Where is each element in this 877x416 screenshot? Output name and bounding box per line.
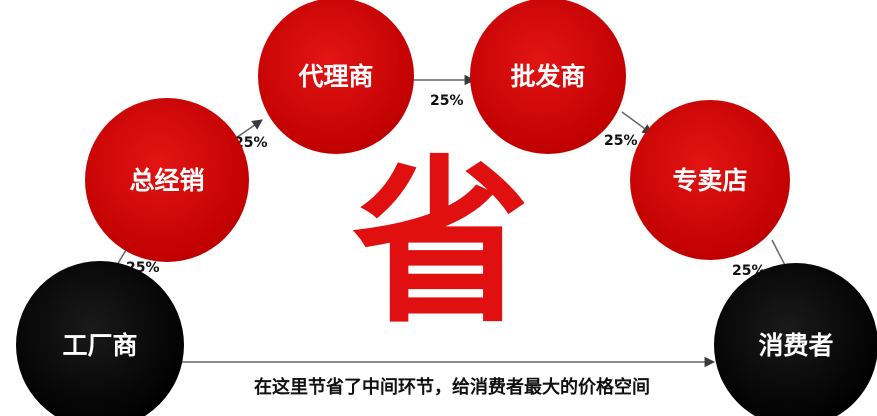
center-save-character: 省 [352, 140, 530, 347]
edge-label-3: 25% [430, 93, 464, 109]
edge-label-4: 25% [604, 133, 638, 149]
edge-label-2: 25% [234, 135, 268, 151]
node-label-wholesaler: 批发商 [510, 62, 585, 91]
node-label-agent: 代理商 [297, 62, 373, 91]
node-agent: 代理商 [258, 0, 414, 154]
node-wholesaler: 批发商 [470, 0, 626, 154]
node-label-factory: 工厂商 [62, 331, 137, 360]
node-factory: 工厂商 [16, 261, 184, 416]
node-label-specialty-store: 专卖店 [672, 166, 747, 195]
node-general-distributor: 总经销 [85, 98, 249, 262]
bottom-caption: 在这里节省了中间环节，给消费者最大的价格空间 [254, 376, 650, 398]
node-label-consumer: 消费者 [758, 331, 833, 360]
node-label-general-distributor: 总经销 [129, 166, 204, 195]
edge-wholesaler-to-store [621, 111, 653, 135]
node-consumer: 消费者 [714, 263, 877, 416]
node-specialty-store: 专卖店 [630, 100, 790, 260]
